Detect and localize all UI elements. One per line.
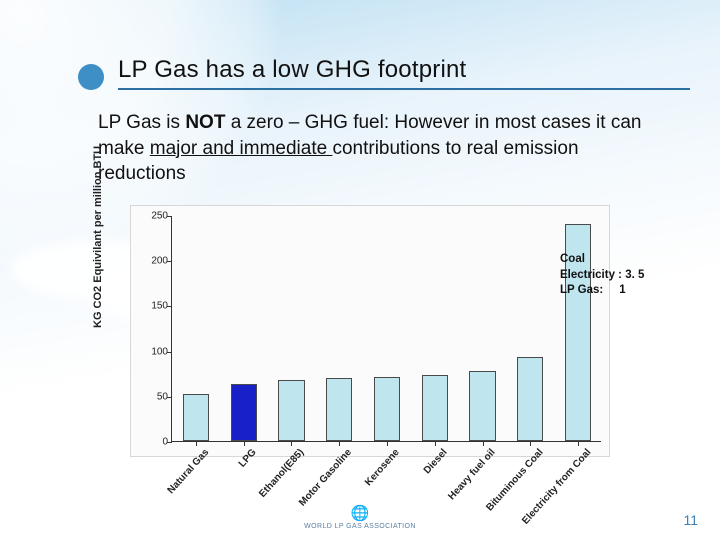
y-tick-mark	[167, 397, 172, 398]
x-tick-mark	[435, 441, 436, 446]
bar-heavy-fuel-oil	[469, 371, 495, 442]
bar-natural-gas	[183, 394, 209, 441]
subtitle-not: NOT	[185, 112, 225, 133]
subtitle-segment: LP Gas is	[98, 112, 185, 133]
chart-y-axis-label: KG CO2 Equivilant per million BTU	[92, 146, 104, 328]
x-tick-mark	[291, 441, 292, 446]
annotation-line: LP Gas: 1	[560, 283, 644, 299]
y-tick-label: 200	[151, 256, 168, 267]
y-tick-label: 250	[151, 211, 168, 222]
x-tick-mark	[339, 441, 340, 446]
bar-diesel	[422, 375, 448, 441]
slide-subtitle: LP Gas is NOT a zero – GHG fuel: However…	[98, 110, 660, 187]
bar-ethanol-e85-	[278, 380, 304, 441]
y-tick-mark	[167, 261, 172, 262]
chart-plot-area: 050100150200250Natural GasLPGEthanol(E85…	[171, 216, 601, 442]
x-tick-mark	[483, 441, 484, 446]
y-tick-label: 100	[151, 346, 168, 357]
y-tick-mark	[167, 352, 172, 353]
footer-logo-text: WORLD LP GAS ASSOCIATION	[304, 523, 416, 530]
x-tick-mark	[530, 441, 531, 446]
subtitle-underline: major and immediate	[150, 138, 333, 159]
x-tick-mark	[578, 441, 579, 446]
y-tick-mark	[167, 442, 172, 443]
x-tick-mark	[196, 441, 197, 446]
x-tick-mark	[387, 441, 388, 446]
y-tick-mark	[167, 216, 172, 217]
y-tick-mark	[167, 306, 172, 307]
bar-bituminous-coal	[517, 357, 543, 441]
annotation-line: Coal	[560, 252, 644, 268]
bar-motor-gasoline	[326, 378, 352, 441]
page-number: 11	[683, 512, 698, 528]
annotation-line: Electricity : 3. 5	[560, 268, 644, 284]
chart-annotation: Coal Electricity : 3. 5 LP Gas: 1	[560, 252, 644, 299]
bar-kerosene	[374, 377, 400, 441]
title-bullet	[78, 64, 104, 90]
footer-logo: 🌐 WORLD LP GAS ASSOCIATION	[0, 506, 720, 530]
bar-lpg	[231, 384, 257, 441]
slide-title: LP Gas has a low GHG footprint	[118, 56, 690, 90]
globe-icon: 🌐	[0, 506, 720, 521]
ghg-bar-chart: 050100150200250Natural GasLPGEthanol(E85…	[130, 205, 610, 457]
x-tick-mark	[244, 441, 245, 446]
y-tick-label: 150	[151, 301, 168, 312]
